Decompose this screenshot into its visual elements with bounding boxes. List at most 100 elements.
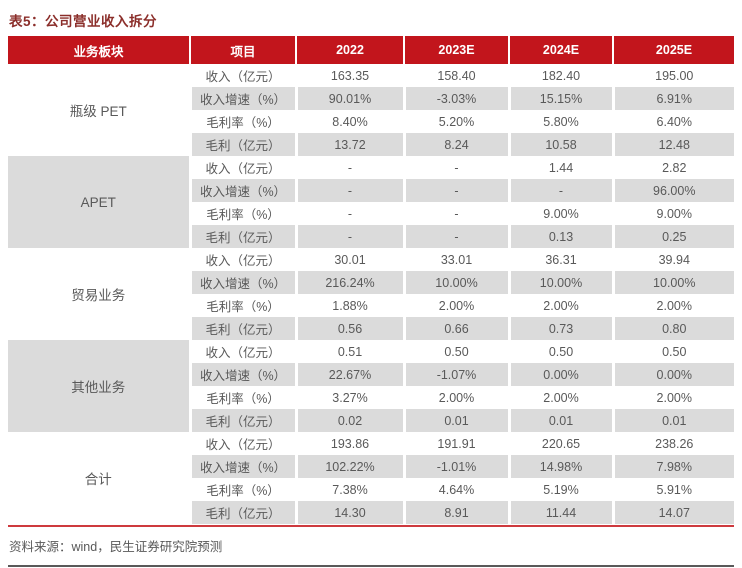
table-row: 毛利（亿元） 0.56 0.66 0.73 0.80 bbox=[8, 317, 734, 340]
value-cell: 182.40 bbox=[507, 64, 613, 87]
value-cell: - bbox=[402, 225, 509, 248]
item-cell: 收入增速（%） bbox=[188, 363, 296, 386]
column-header-item: 项目 bbox=[189, 36, 296, 64]
item-cell: 收入增速（%） bbox=[188, 455, 296, 478]
item-cell: 毛利（亿元） bbox=[188, 225, 296, 248]
value-cell: 0.01 bbox=[611, 409, 734, 432]
table-row: 毛利（亿元） 14.30 8.91 11.44 14.07 bbox=[8, 501, 734, 524]
table-row: 收入增速（%） 216.24% 10.00% 10.00% 10.00% bbox=[8, 271, 734, 294]
value-cell: 13.72 bbox=[294, 133, 404, 156]
item-cell: 毛利（亿元） bbox=[188, 133, 296, 156]
table-row: 毛利（亿元） - - 0.13 0.25 bbox=[8, 225, 734, 248]
item-cell: 收入增速（%） bbox=[188, 179, 296, 202]
table-row: 收入增速（%） - - - 96.00% bbox=[8, 179, 734, 202]
value-cell: 14.30 bbox=[294, 501, 404, 524]
column-header-2024e: 2024E bbox=[508, 36, 613, 64]
item-cell: 收入（亿元） bbox=[188, 340, 296, 363]
value-cell: 3.27% bbox=[294, 386, 404, 409]
value-cell: 8.40% bbox=[294, 110, 404, 133]
value-cell: 2.00% bbox=[402, 294, 509, 317]
value-cell: - bbox=[507, 179, 613, 202]
value-cell: 10.00% bbox=[507, 271, 613, 294]
table-row: 其他业务 收入（亿元） 0.51 0.50 0.50 0.50 bbox=[8, 340, 734, 432]
segment-cell-trade: 贸易业务 bbox=[8, 248, 190, 340]
value-cell: 193.86 bbox=[294, 432, 404, 455]
value-cell: 220.65 bbox=[507, 432, 613, 455]
value-cell: 0.50 bbox=[611, 340, 734, 363]
table-row: 毛利率（%） 1.88% 2.00% 2.00% 2.00% bbox=[8, 294, 734, 317]
table-row: 毛利（亿元） 0.02 0.01 0.01 0.01 bbox=[8, 409, 734, 432]
item-cell: 毛利（亿元） bbox=[188, 409, 296, 432]
value-cell: 158.40 bbox=[402, 64, 509, 87]
item-cell: 毛利率（%） bbox=[188, 478, 296, 501]
segment-cell-bottle-pet: 瓶级 PET bbox=[8, 64, 190, 156]
value-cell: 7.98% bbox=[611, 455, 734, 478]
value-cell: 5.20% bbox=[402, 110, 509, 133]
item-cell: 毛利率（%） bbox=[188, 386, 296, 409]
value-cell: 90.01% bbox=[294, 87, 404, 110]
value-cell: - bbox=[402, 202, 509, 225]
value-cell: 2.00% bbox=[507, 294, 613, 317]
value-cell: 11.44 bbox=[507, 501, 613, 524]
value-cell: 216.24% bbox=[294, 271, 404, 294]
value-cell: 2.00% bbox=[507, 386, 613, 409]
value-cell: 5.91% bbox=[611, 478, 734, 501]
value-cell: 195.00 bbox=[611, 64, 734, 87]
value-cell: 5.80% bbox=[507, 110, 613, 133]
value-cell: -1.07% bbox=[402, 363, 509, 386]
value-cell: 10.00% bbox=[611, 271, 734, 294]
value-cell: 22.67% bbox=[294, 363, 404, 386]
value-cell: 0.51 bbox=[294, 340, 404, 363]
table-row: 毛利（亿元） 13.72 8.24 10.58 12.48 bbox=[8, 133, 734, 156]
value-cell: 30.01 bbox=[294, 248, 404, 271]
value-cell: 9.00% bbox=[611, 202, 734, 225]
value-cell: 10.00% bbox=[402, 271, 509, 294]
value-cell: 0.80 bbox=[611, 317, 734, 340]
table-row: 毛利率（%） - - 9.00% 9.00% bbox=[8, 202, 734, 225]
item-cell: 收入（亿元） bbox=[188, 156, 296, 179]
column-header-2022: 2022 bbox=[295, 36, 404, 64]
item-cell: 毛利（亿元） bbox=[188, 501, 296, 524]
column-header-2025e: 2025E bbox=[612, 36, 734, 64]
source-note: 资料来源：wind，民生证券研究院预测 bbox=[9, 540, 223, 554]
item-cell: 毛利率（%） bbox=[188, 110, 296, 133]
value-cell: 6.91% bbox=[611, 87, 734, 110]
value-cell: 96.00% bbox=[611, 179, 734, 202]
item-cell: 毛利（亿元） bbox=[188, 317, 296, 340]
value-cell: 0.00% bbox=[611, 363, 734, 386]
table-row: 收入增速（%） 90.01% -3.03% 15.15% 6.91% bbox=[8, 87, 734, 110]
value-cell: 8.24 bbox=[402, 133, 509, 156]
column-header-segment: 业务板块 bbox=[8, 36, 190, 64]
value-cell: 12.48 bbox=[611, 133, 734, 156]
value-cell: - bbox=[402, 156, 509, 179]
table-row: 毛利率（%） 3.27% 2.00% 2.00% 2.00% bbox=[8, 386, 734, 409]
value-cell: 0.01 bbox=[402, 409, 509, 432]
value-cell: 238.26 bbox=[611, 432, 734, 455]
item-cell: 收入（亿元） bbox=[188, 248, 296, 271]
value-cell: 0.56 bbox=[294, 317, 404, 340]
value-cell: 2.82 bbox=[611, 156, 734, 179]
column-header-2023e: 2023E bbox=[403, 36, 509, 64]
value-cell: 2.00% bbox=[402, 386, 509, 409]
segment-cell-other: 其他业务 bbox=[8, 340, 190, 432]
value-cell: -1.01% bbox=[402, 455, 509, 478]
table-row: APET 收入（亿元） - - 1.44 2.82 bbox=[8, 156, 734, 248]
value-cell: 0.00% bbox=[507, 363, 613, 386]
value-cell: 39.94 bbox=[611, 248, 734, 271]
item-cell: 收入（亿元） bbox=[188, 64, 296, 87]
value-cell: 4.64% bbox=[402, 478, 509, 501]
revenue-breakdown-table: 业务板块 项目 2022 2023E 2024E 2025E 瓶级 PET 收入… bbox=[8, 36, 734, 524]
table-title: 表5：公司营业收入拆分 bbox=[9, 14, 158, 29]
value-cell: 0.50 bbox=[507, 340, 613, 363]
value-cell: 0.50 bbox=[402, 340, 509, 363]
value-cell: 0.73 bbox=[507, 317, 613, 340]
table-row: 毛利率（%） 8.40% 5.20% 5.80% 6.40% bbox=[8, 110, 734, 133]
table-bottom-rule bbox=[8, 525, 734, 527]
value-cell: 7.38% bbox=[294, 478, 404, 501]
value-cell: - bbox=[402, 179, 509, 202]
value-cell: 10.58 bbox=[507, 133, 613, 156]
item-cell: 毛利率（%） bbox=[188, 202, 296, 225]
value-cell: 6.40% bbox=[611, 110, 734, 133]
value-cell: 0.25 bbox=[611, 225, 734, 248]
